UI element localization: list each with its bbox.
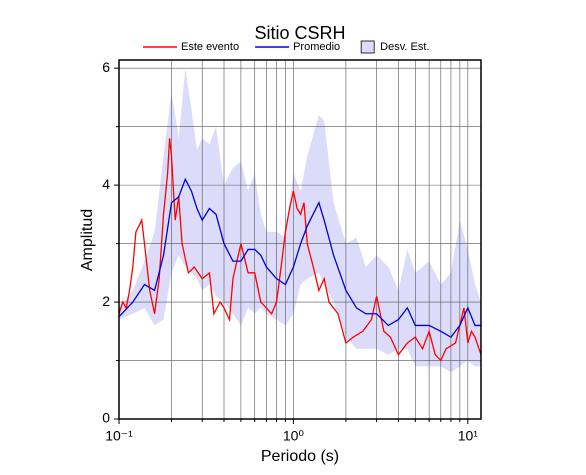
legend-label: Promedio [293,41,340,53]
series-line [118,138,482,362]
std-band [119,68,481,373]
series-line [118,177,481,338]
y-tick-label: 2 [102,293,110,309]
legend-swatch [360,40,375,54]
x-tick-label: 10¹ [458,428,479,444]
x-axis-label: Periodo (s) [261,448,339,465]
y-axis-label: Amplitud [79,209,96,271]
chart-title: Sitio CSRH [254,23,345,43]
x-tick-label: 10⁻¹ [105,428,133,444]
x-tick-label: 10⁰ [283,428,305,444]
plot-frame [118,59,482,420]
legend-label: Este evento [181,41,239,53]
y-tick-label: 6 [102,59,110,75]
y-tick-label: 4 [102,176,110,192]
legend-label: Desv. Est. [380,41,429,53]
y-tick-label: 0 [102,410,110,426]
